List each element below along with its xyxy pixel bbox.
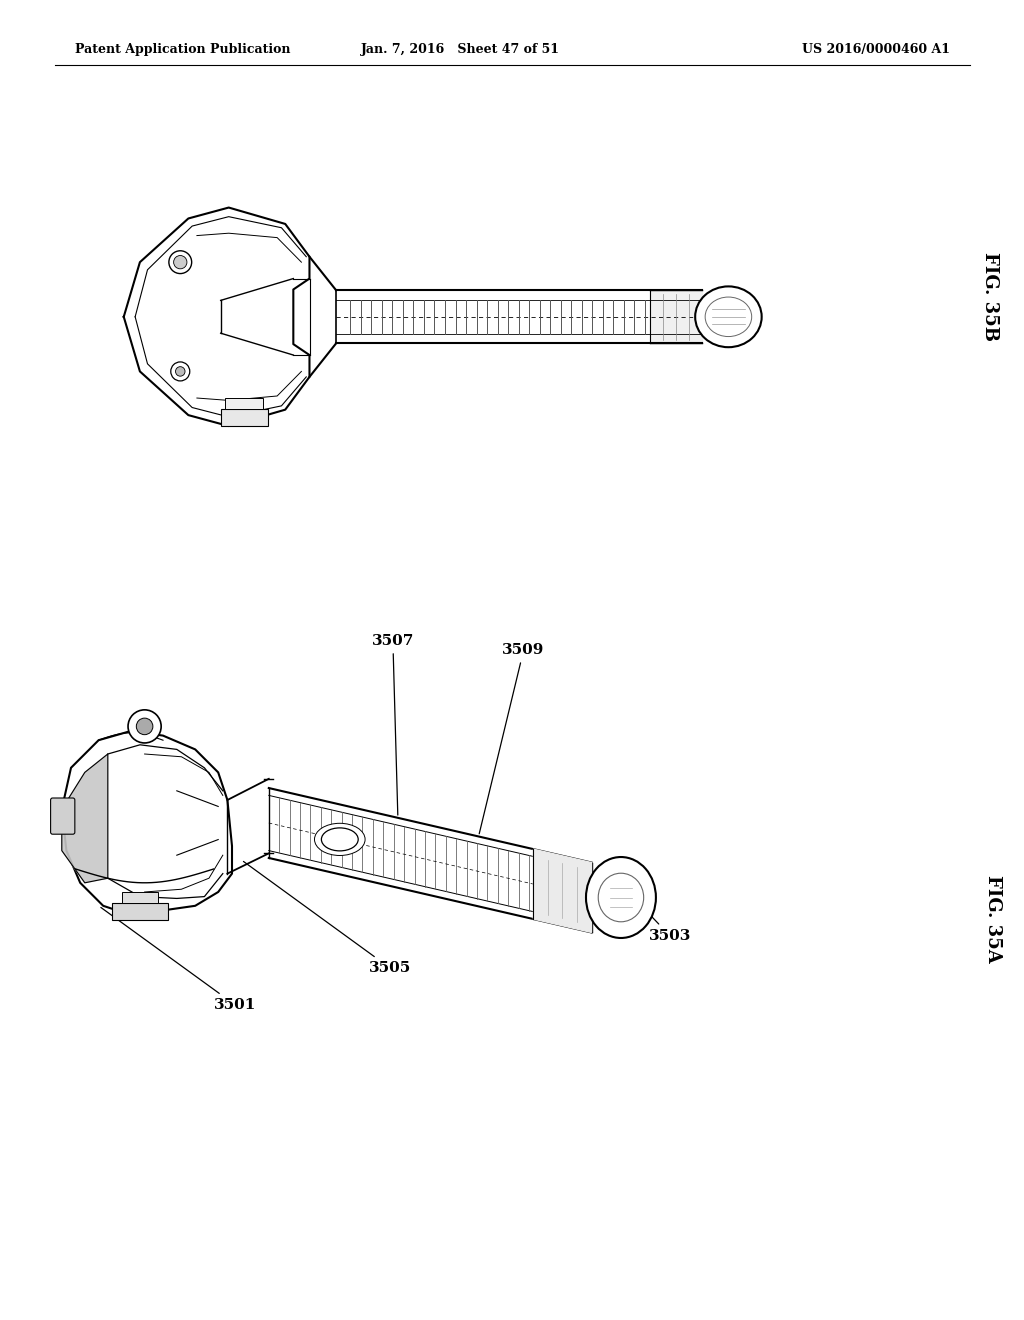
Polygon shape <box>124 207 309 426</box>
Circle shape <box>171 362 189 381</box>
Text: 3503: 3503 <box>609 873 691 942</box>
Text: US 2016/0000460 A1: US 2016/0000460 A1 <box>802 44 950 57</box>
Text: FIG. 35A: FIG. 35A <box>984 875 1002 962</box>
Circle shape <box>169 251 191 273</box>
Text: Patent Application Publication: Patent Application Publication <box>75 44 291 57</box>
Polygon shape <box>336 290 701 343</box>
Ellipse shape <box>586 857 656 939</box>
Text: Jan. 7, 2016   Sheet 47 of 51: Jan. 7, 2016 Sheet 47 of 51 <box>360 44 559 57</box>
Ellipse shape <box>322 828 358 851</box>
Bar <box>113 903 168 920</box>
Polygon shape <box>268 788 592 932</box>
Bar <box>122 892 159 903</box>
Polygon shape <box>61 731 232 915</box>
Polygon shape <box>534 849 592 932</box>
Circle shape <box>136 718 153 735</box>
Polygon shape <box>649 290 701 343</box>
Circle shape <box>174 256 187 269</box>
Text: FIG. 35B: FIG. 35B <box>981 252 999 342</box>
Polygon shape <box>227 779 268 874</box>
Polygon shape <box>61 754 108 883</box>
FancyBboxPatch shape <box>50 799 75 834</box>
Ellipse shape <box>706 297 752 337</box>
Text: 3509: 3509 <box>479 643 545 834</box>
Ellipse shape <box>314 824 366 855</box>
Ellipse shape <box>598 874 644 921</box>
Text: 3501: 3501 <box>100 907 256 1012</box>
Bar <box>225 397 263 409</box>
Polygon shape <box>309 256 336 378</box>
Circle shape <box>175 367 185 376</box>
Bar <box>220 409 268 426</box>
Text: 3505: 3505 <box>244 862 411 975</box>
Circle shape <box>128 710 161 743</box>
Text: 3507: 3507 <box>372 634 414 814</box>
Ellipse shape <box>695 286 762 347</box>
